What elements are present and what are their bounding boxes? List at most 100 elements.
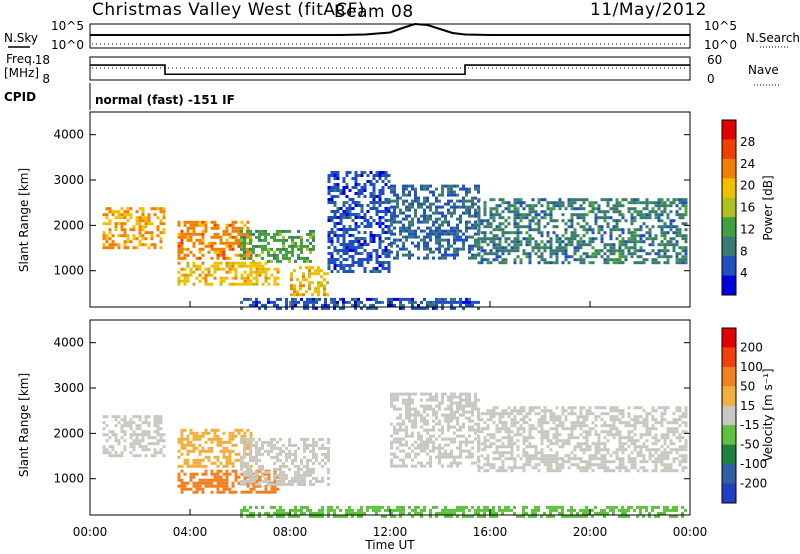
range-gate-cell	[654, 234, 658, 238]
range-gate-cell	[630, 216, 634, 220]
range-gate-cell	[528, 460, 532, 464]
range-gate-cell	[663, 466, 667, 470]
range-gate-cell	[327, 201, 331, 204]
range-gate-cell	[573, 231, 577, 235]
range-gate-cell	[513, 237, 517, 241]
range-gate-cell	[672, 427, 676, 431]
range-gate-cell	[309, 479, 312, 483]
range-gate-cell	[303, 470, 306, 474]
range-gate-cell	[507, 204, 511, 208]
range-gate-cell	[390, 446, 393, 450]
range-gate-cell	[627, 454, 631, 458]
range-gate-cell	[681, 216, 685, 220]
freq-right-tick-bottom: 0	[707, 72, 715, 86]
range-gate-cell	[117, 246, 121, 250]
range-gate-cell	[255, 452, 258, 456]
range-gate-cell	[186, 261, 190, 265]
range-gate-cell	[423, 508, 426, 512]
range-gate-cell	[621, 445, 625, 449]
range-gate-cell	[144, 445, 148, 449]
range-gate-cell	[504, 457, 508, 461]
range-gate-cell	[369, 252, 373, 255]
range-gate-cell	[441, 306, 444, 310]
range-gate-cell	[489, 210, 493, 214]
range-gate-cell	[360, 171, 364, 174]
range-gate-cell	[525, 225, 529, 229]
range-gate-cell	[246, 220, 250, 224]
range-gate-cell	[654, 201, 658, 205]
range-gate-cell	[516, 412, 520, 416]
range-gate-cell	[513, 225, 517, 229]
range-gate-cell	[153, 243, 157, 247]
range-gate-cell	[183, 232, 187, 236]
range-gate-cell	[435, 455, 438, 459]
range-gate-cell	[609, 427, 613, 431]
range-gate-cell	[591, 442, 595, 446]
range-gate-cell	[651, 454, 655, 458]
range-gate-cell	[474, 244, 477, 248]
range-gate-cell	[297, 446, 300, 450]
range-gate-cell	[477, 511, 480, 515]
range-gate-cell	[225, 487, 229, 491]
range-gate-cell	[102, 246, 106, 250]
range-gate-cell	[258, 478, 262, 482]
range-gate-cell	[492, 243, 496, 247]
range-gate-cell	[567, 219, 571, 223]
range-gate-cell	[477, 410, 480, 414]
range-gate-cell	[666, 249, 670, 253]
range-gate-cell	[420, 220, 423, 224]
range-gate-cell	[333, 189, 337, 192]
range-gate-cell	[402, 241, 405, 245]
range-gate-cell	[618, 412, 622, 416]
range-gate-cell	[240, 461, 243, 465]
range-gate-cell	[441, 187, 444, 191]
range-gate-cell	[654, 258, 658, 262]
range-gate-cell	[636, 228, 640, 232]
range-gate-cell	[624, 246, 628, 250]
range-gate-cell	[240, 467, 243, 471]
range-gate-cell	[225, 440, 229, 444]
range-gate-cell	[483, 249, 487, 253]
range-gate-cell	[531, 237, 535, 241]
range-gate-cell	[540, 439, 544, 443]
range-gate-cell	[324, 297, 327, 301]
range-gate-cell	[372, 186, 376, 189]
range-gate-cell	[672, 508, 675, 512]
range-gate-cell	[258, 235, 261, 239]
range-gate-cell	[519, 201, 523, 205]
range-gate-cell	[297, 470, 300, 474]
range-gate-cell	[390, 220, 393, 224]
range-gate-cell	[192, 223, 196, 227]
range-gate-cell	[327, 240, 331, 243]
range-gate-cell	[366, 219, 370, 222]
range-gate-cell	[414, 306, 417, 310]
range-gate-cell	[528, 427, 532, 431]
range-gate-cell	[627, 421, 631, 425]
range-gate-cell	[291, 300, 294, 304]
range-gate-cell	[591, 421, 595, 425]
range-gate-cell	[642, 240, 646, 244]
range-gate-cell	[561, 246, 565, 250]
range-gate-cell	[678, 445, 682, 449]
range-gate-cell	[351, 201, 355, 204]
range-gate-cell	[546, 207, 550, 211]
range-gate-cell	[411, 431, 414, 435]
range-gate-cell	[306, 470, 309, 474]
range-gate-cell	[675, 243, 679, 247]
range-gate-cell	[537, 225, 541, 229]
range-gate-cell	[357, 189, 361, 192]
range-gate-cell	[312, 440, 315, 444]
range-gate-cell	[323, 293, 326, 297]
range-gate-cell	[612, 469, 616, 473]
range-gate-cell	[290, 275, 293, 279]
range-gate-cell	[588, 430, 592, 434]
range-gate-cell	[558, 421, 562, 425]
range-gate-cell	[246, 264, 250, 268]
range-gate-cell	[192, 458, 196, 462]
range-gate-cell	[684, 466, 688, 470]
range-gate-cell	[234, 226, 238, 230]
range-gate-cell	[561, 240, 565, 244]
range-gate-cell	[432, 250, 435, 254]
range-gate-cell	[396, 437, 399, 441]
range-gate-cell	[297, 476, 300, 480]
